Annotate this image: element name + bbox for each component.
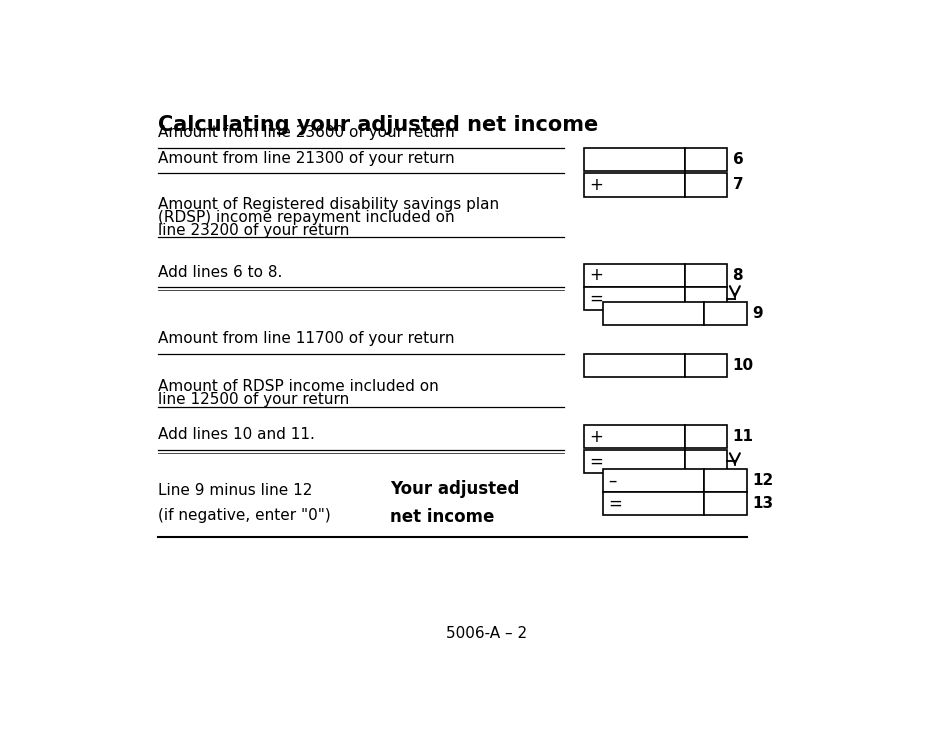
Text: Calculating your adjusted net income: Calculating your adjusted net income: [158, 115, 598, 135]
Bar: [583, 148, 685, 171]
Text: Your adjusted: Your adjusted: [390, 479, 520, 498]
Text: Amount of Registered disability savings plan: Amount of Registered disability savings …: [158, 196, 499, 212]
Bar: [685, 450, 727, 473]
Bar: [583, 174, 685, 196]
Text: line 23200 of your return: line 23200 of your return: [158, 223, 349, 237]
Text: 7: 7: [732, 177, 743, 193]
Text: +: +: [589, 266, 603, 284]
Text: +: +: [589, 176, 603, 194]
Bar: [583, 264, 685, 287]
Text: (if negative, enter "0"): (if negative, enter "0"): [158, 509, 331, 523]
Bar: [685, 425, 727, 449]
Text: line 12500 of your return: line 12500 of your return: [158, 392, 349, 407]
Text: Amount from line 23600 of your return: Amount from line 23600 of your return: [158, 125, 454, 140]
Bar: [704, 302, 747, 325]
Text: 12: 12: [752, 474, 773, 488]
Bar: [704, 493, 747, 515]
Text: 9: 9: [752, 306, 763, 321]
Bar: [583, 425, 685, 449]
Text: Add lines 6 to 8.: Add lines 6 to 8.: [158, 265, 282, 280]
Text: 10: 10: [732, 358, 753, 372]
Text: 8: 8: [732, 268, 743, 282]
Text: +: +: [589, 428, 603, 446]
Text: 6: 6: [732, 152, 743, 167]
Bar: [685, 287, 727, 311]
Text: net income: net income: [390, 508, 494, 526]
Bar: [603, 469, 704, 493]
Bar: [685, 148, 727, 171]
Bar: [685, 264, 727, 287]
Text: Amount from line 21300 of your return: Amount from line 21300 of your return: [158, 151, 454, 166]
Text: 11: 11: [732, 430, 753, 444]
Bar: [583, 353, 685, 377]
Bar: [685, 174, 727, 196]
Text: Amount of RDSP income included on: Amount of RDSP income included on: [158, 379, 438, 394]
Text: Line 9 minus line 12: Line 9 minus line 12: [158, 482, 312, 498]
Bar: [685, 353, 727, 377]
Bar: [583, 287, 685, 311]
Text: (RDSP) income repayment included on: (RDSP) income repayment included on: [158, 210, 454, 224]
Bar: [603, 302, 704, 325]
Text: =: =: [589, 290, 603, 308]
Bar: [704, 469, 747, 493]
Text: –: –: [609, 471, 617, 490]
Text: 13: 13: [752, 496, 773, 511]
Text: =: =: [589, 452, 603, 471]
Text: =: =: [609, 495, 622, 513]
Text: Amount from line 11700 of your return: Amount from line 11700 of your return: [158, 331, 454, 346]
Text: 5006-A – 2: 5006-A – 2: [446, 626, 527, 641]
Bar: [603, 493, 704, 515]
Bar: [583, 450, 685, 473]
Text: Add lines 10 and 11.: Add lines 10 and 11.: [158, 427, 314, 442]
